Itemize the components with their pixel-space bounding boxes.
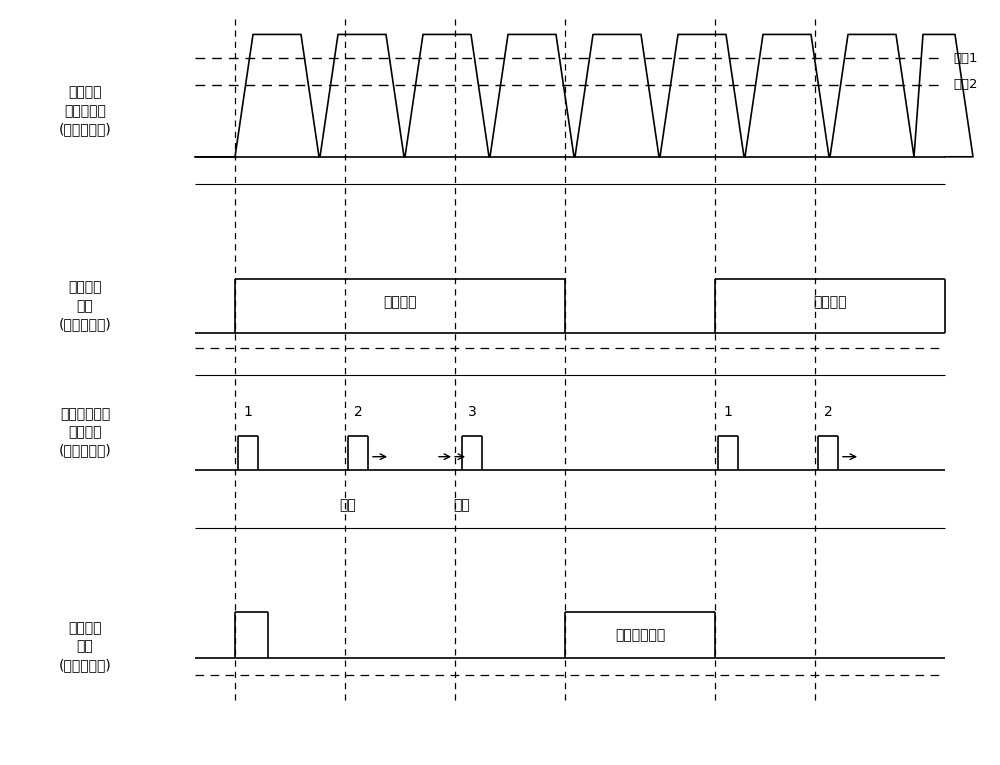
Text: 程序运行: 程序运行 (813, 295, 847, 309)
Text: 程序运行: 程序运行 (383, 295, 417, 309)
Text: 电弧电流
采集传感器
(第一输入端): 电弧电流 采集传感器 (第一输入端) (59, 86, 111, 136)
Text: 1: 1 (724, 405, 732, 419)
Text: 运动状态
信号
(第二输入端): 运动状态 信号 (第二输入端) (59, 281, 111, 331)
Text: 2: 2 (354, 405, 362, 419)
Text: 多通道光谱仪
触发信号
(第一输出端): 多通道光谱仪 触发信号 (第一输出端) (59, 407, 111, 457)
Text: 1: 1 (244, 405, 252, 419)
Text: 延时: 延时 (340, 498, 356, 512)
Text: 采集平台运动: 采集平台运动 (615, 628, 665, 642)
Text: 阈值1: 阈值1 (953, 52, 978, 64)
Text: 2: 2 (824, 405, 832, 419)
Text: 3: 3 (468, 405, 476, 419)
Text: 运动控制
信号
(第二输出端): 运动控制 信号 (第二输出端) (59, 621, 111, 672)
Text: 延时: 延时 (454, 498, 470, 512)
Text: 阈值2: 阈值2 (953, 79, 978, 91)
